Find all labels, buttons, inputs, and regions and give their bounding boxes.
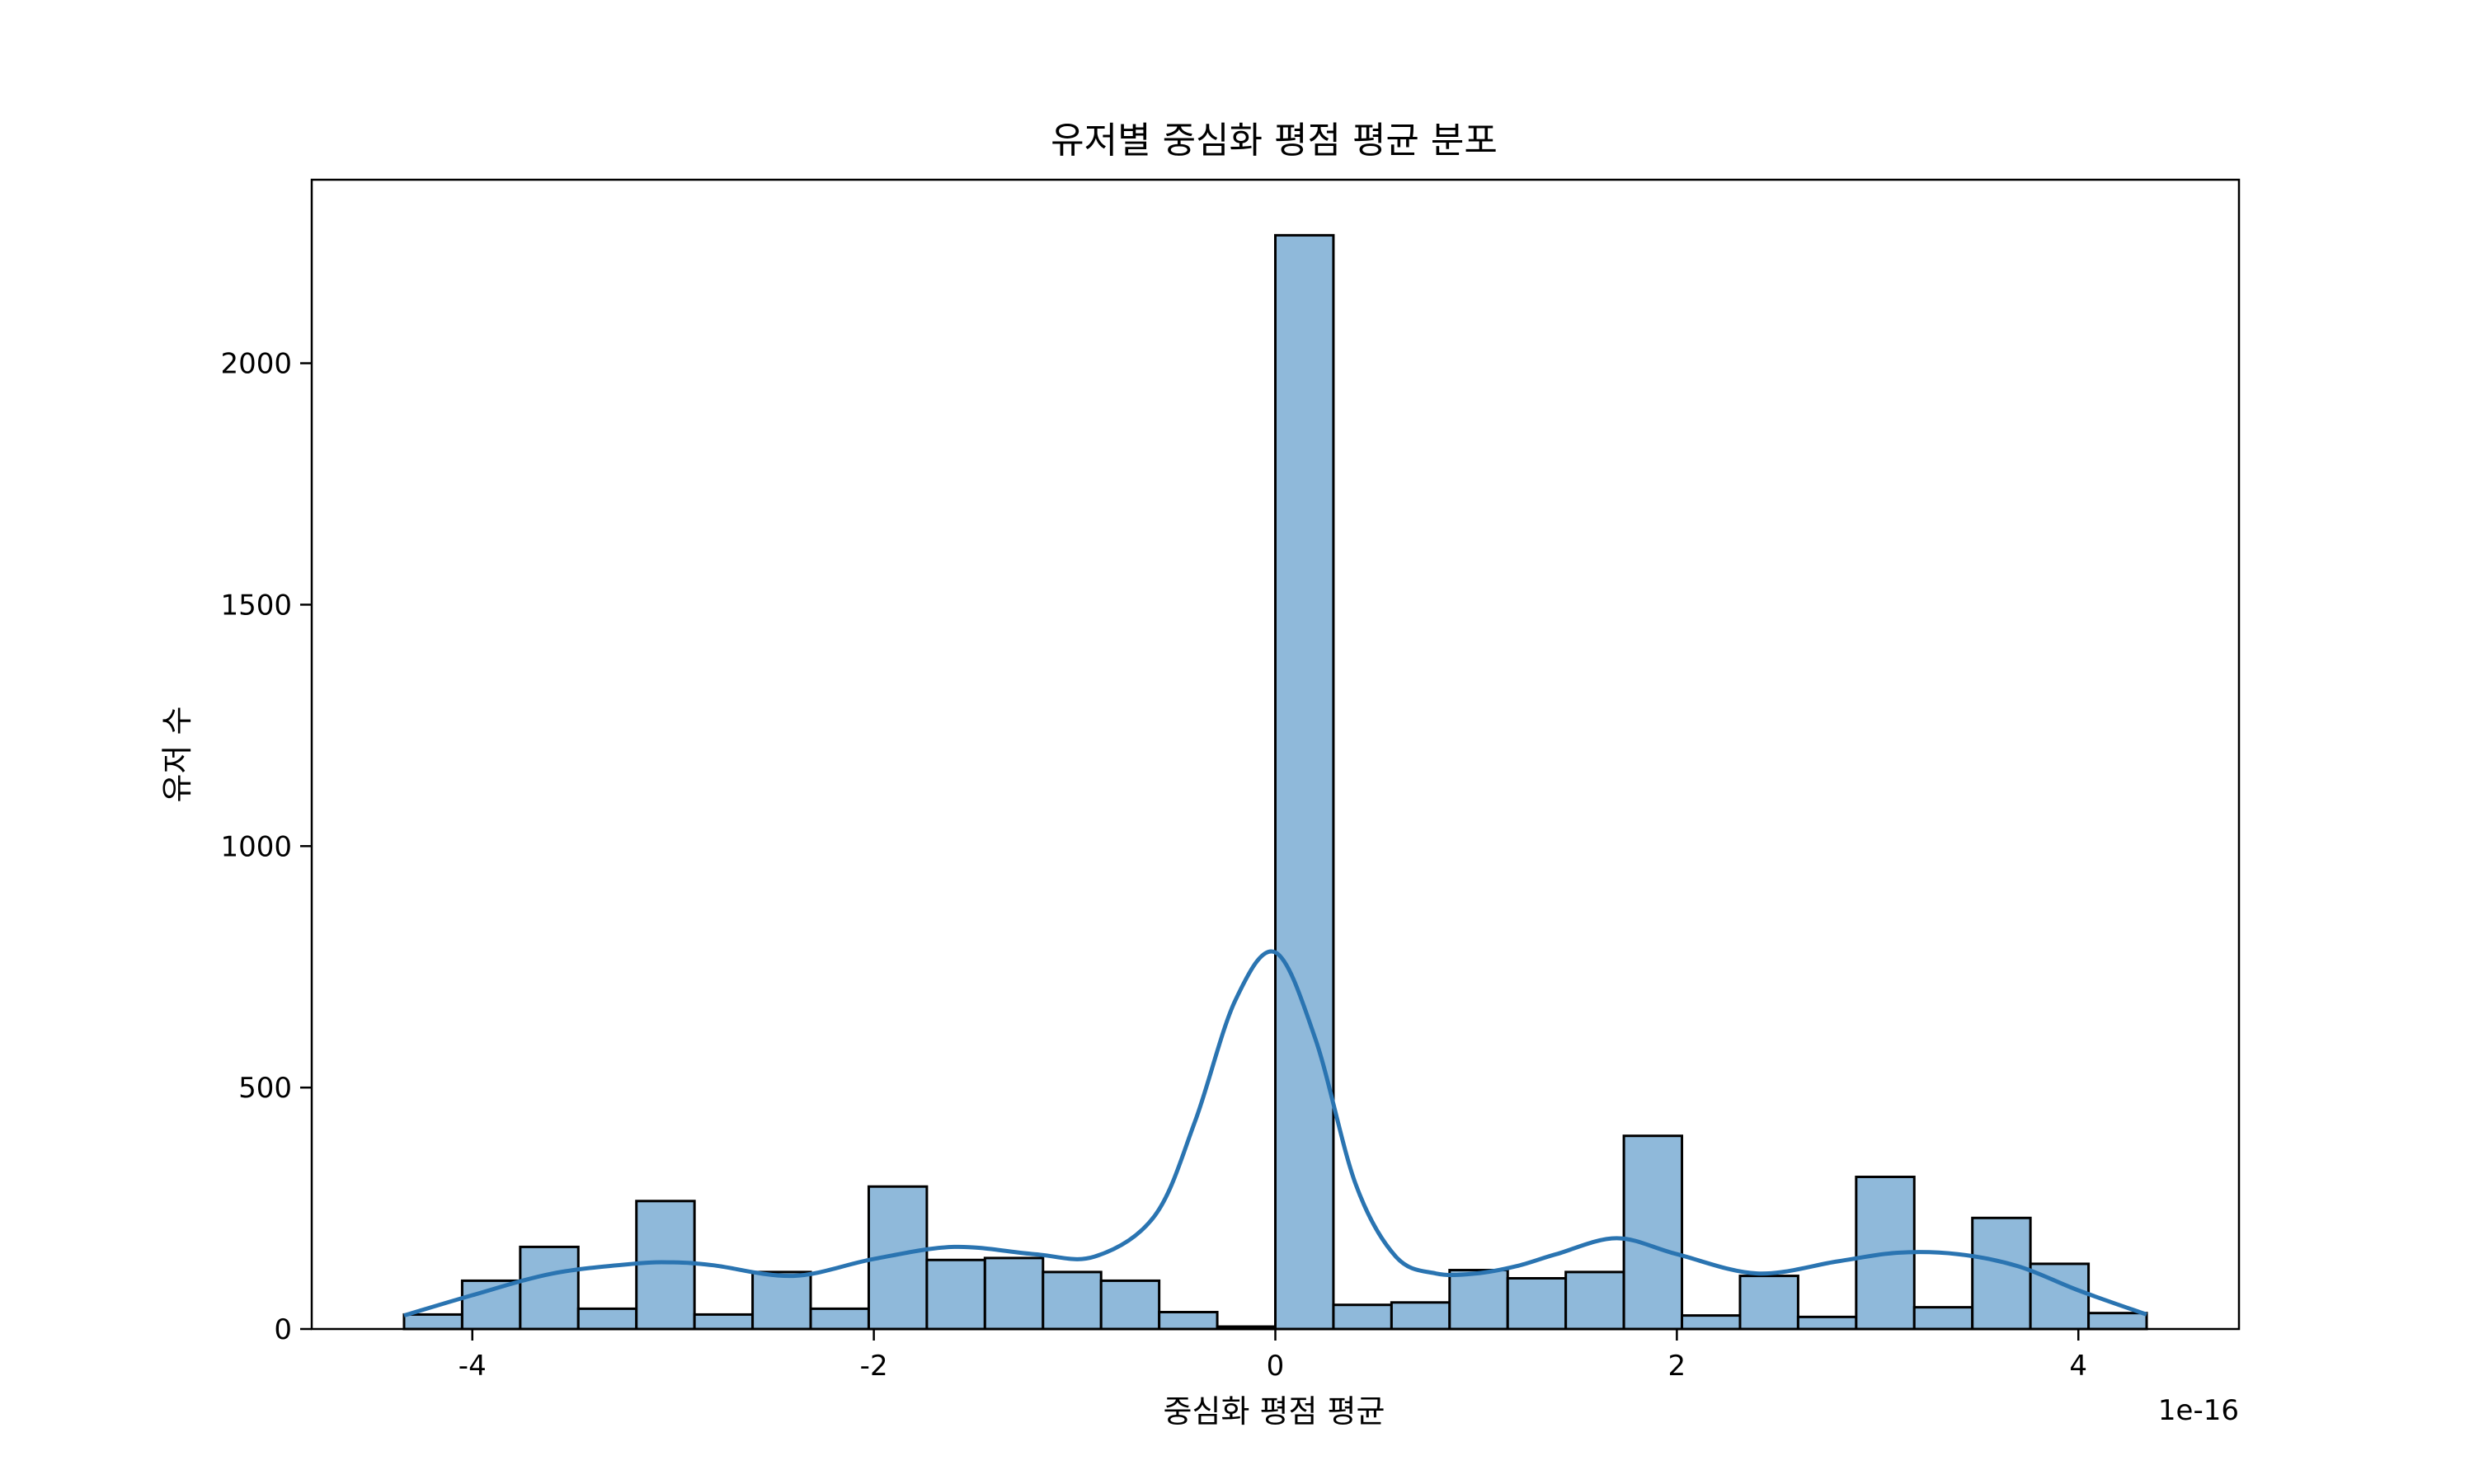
y-tick-label: 0 (274, 1313, 292, 1346)
histogram-bar (1042, 1270, 1103, 1331)
x-axis-offset-label: 1e-16 (2158, 1394, 2239, 1427)
histogram-bar (1738, 1275, 1799, 1331)
histogram-bar (1158, 1311, 1219, 1331)
histogram-bar (1564, 1270, 1625, 1331)
chart-title: 유저별 중심화 평점 평균 분포 (1051, 120, 1498, 162)
y-axis-label: 유저 수 (159, 707, 195, 803)
histogram-bar (809, 1307, 870, 1331)
x-tick-label: -4 (459, 1350, 487, 1383)
y-tick-label: 1000 (220, 830, 292, 863)
y-tick-label: 500 (238, 1072, 292, 1105)
histogram-bar (1971, 1216, 2032, 1331)
y-tick-label: 1500 (220, 589, 292, 622)
y-axis-ticks: 0 500 1000 1500 2000 (220, 348, 312, 1346)
histogram-bar (1448, 1269, 1509, 1331)
histogram-bar (402, 1313, 463, 1331)
x-axis-label: 중심화 평점 평균 (1164, 1393, 1385, 1430)
histogram-bar (1681, 1314, 1742, 1331)
histogram-bar (983, 1256, 1045, 1331)
x-tick-label: 2 (1668, 1350, 1686, 1383)
histogram-bar (1332, 1303, 1393, 1331)
histogram-bar (1622, 1134, 1684, 1331)
histogram-bar (635, 1200, 696, 1331)
histogram-bar (1912, 1306, 1974, 1331)
x-tick-label: 4 (2069, 1350, 2087, 1383)
histogram-bar (1274, 233, 1335, 1331)
histogram-bar (1506, 1277, 1568, 1331)
histogram-bar (576, 1307, 638, 1331)
histogram-bar (1796, 1315, 1858, 1331)
x-tick-label: 0 (1267, 1350, 1285, 1383)
histogram-bar (1099, 1279, 1161, 1331)
histogram-bar (1390, 1301, 1451, 1331)
x-tick-label: -2 (860, 1350, 888, 1383)
histogram-bars (402, 233, 2148, 1331)
histogram-bar (925, 1258, 986, 1331)
histogram-bar (693, 1313, 755, 1331)
x-axis-ticks: -4 -2 0 2 4 (459, 1329, 2087, 1383)
y-tick-label: 2000 (220, 348, 292, 381)
histogram-bar (2087, 1312, 2148, 1331)
histogram-bar (519, 1245, 580, 1331)
kde-density-line (403, 949, 2147, 1317)
histogram-bar (751, 1270, 812, 1331)
